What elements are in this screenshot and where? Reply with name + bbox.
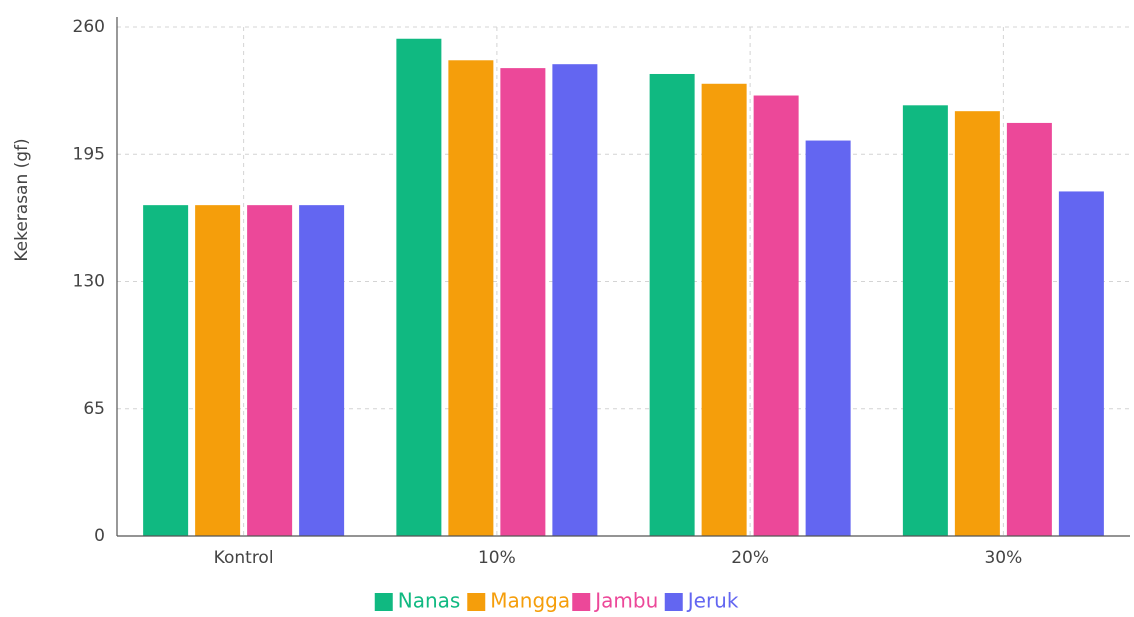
y-tick-label: 0 <box>94 526 105 546</box>
legend-label: Mangga <box>490 589 570 613</box>
y-tick-label: 260 <box>73 17 105 37</box>
bar <box>143 205 189 536</box>
y-tick-label: 65 <box>83 399 105 419</box>
x-tick-label: 20% <box>731 548 769 568</box>
bar <box>247 205 293 536</box>
bar <box>448 60 494 537</box>
bar <box>195 205 241 536</box>
y-axis-title: Kekerasan (gf) <box>12 138 32 261</box>
bar <box>753 95 799 537</box>
bar <box>902 105 948 537</box>
bar <box>954 111 1000 536</box>
y-tick-label: 130 <box>73 272 105 292</box>
bar <box>701 83 747 537</box>
legend-label: Jambu <box>593 589 658 613</box>
legend-label: Nanas <box>398 589 461 613</box>
bar <box>500 68 546 536</box>
bar <box>552 64 598 536</box>
bar <box>649 73 695 536</box>
bar <box>1058 191 1104 536</box>
x-tick-label: 10% <box>478 548 516 568</box>
legend-label: Jeruk <box>686 589 739 613</box>
x-tick-label: Kontrol <box>214 548 274 568</box>
legend-swatch <box>664 593 683 611</box>
bar <box>396 38 442 536</box>
legend-swatch <box>467 593 486 611</box>
legend-swatch <box>572 593 591 611</box>
bar <box>805 140 851 537</box>
legend-swatch <box>374 593 393 611</box>
x-tick-label: 30% <box>984 548 1022 568</box>
y-tick-label: 195 <box>73 144 105 164</box>
bar <box>1006 122 1052 536</box>
bar <box>299 205 345 536</box>
